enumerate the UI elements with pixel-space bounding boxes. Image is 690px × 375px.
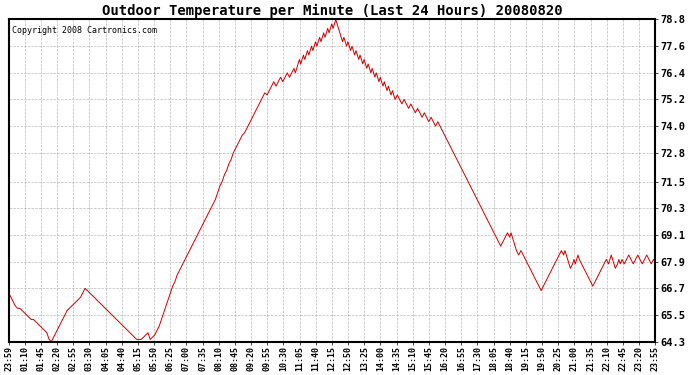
Text: Copyright 2008 Cartronics.com: Copyright 2008 Cartronics.com [12,26,157,35]
Title: Outdoor Temperature per Minute (Last 24 Hours) 20080820: Outdoor Temperature per Minute (Last 24 … [101,4,562,18]
